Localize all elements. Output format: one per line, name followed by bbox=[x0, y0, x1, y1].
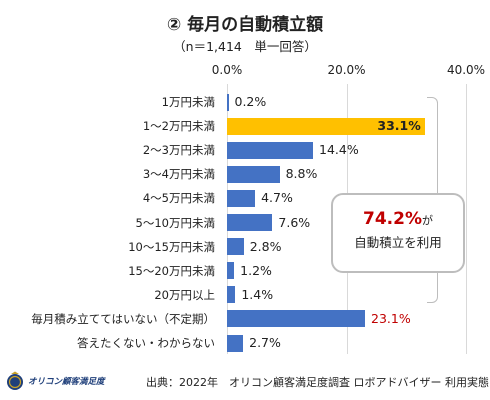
source-note: 出典：2022年 オリコン顧客満足度調査 ロボアドバイザー 利用実態 bbox=[146, 376, 489, 389]
value-label: 4.7% bbox=[261, 190, 293, 206]
category-label: 3～4万円未満 bbox=[142, 167, 215, 182]
x-tick-label: 0.0% bbox=[211, 63, 243, 77]
bar bbox=[227, 310, 366, 328]
bar bbox=[227, 93, 229, 111]
value-label: 23.1% bbox=[371, 310, 411, 326]
bar bbox=[227, 165, 280, 183]
value-label: 2.8% bbox=[249, 238, 282, 254]
bar bbox=[227, 286, 236, 304]
value-label: 1.4% bbox=[241, 286, 274, 302]
value-label: 14.4% bbox=[319, 142, 359, 158]
category-label: 2～3万円未満 bbox=[142, 143, 215, 158]
chart-title: ② 毎月の自動積立額 bbox=[166, 15, 324, 35]
category-label: 5～10万円未満 bbox=[135, 215, 215, 230]
category-label: 1万円未満 bbox=[161, 95, 215, 109]
category-label: 毎月積み立ててはいない（不定期） bbox=[31, 311, 215, 326]
bar bbox=[227, 117, 425, 135]
bar bbox=[227, 334, 244, 352]
logo-text: オリコン顧客満足度 bbox=[28, 377, 105, 387]
value-label: 2.7% bbox=[249, 335, 281, 350]
callout-headline: 74.2%が bbox=[333, 209, 463, 229]
callout-suffix: が bbox=[422, 214, 433, 227]
auto-invest-callout: 74.2%が 自動積立を利用 bbox=[331, 193, 465, 273]
callout-caption: 自動積立を利用 bbox=[354, 235, 442, 250]
category-label: 1～2万円未満 bbox=[142, 119, 215, 134]
category-label: 15～20万円未満 bbox=[128, 263, 215, 278]
bar bbox=[227, 141, 314, 159]
bar bbox=[227, 189, 256, 207]
value-label: 7.6% bbox=[278, 214, 311, 230]
oricon-medal-icon bbox=[7, 371, 23, 390]
value-label: 33.1% bbox=[377, 118, 421, 134]
bar bbox=[227, 238, 244, 256]
category-label: 4～5万円未満 bbox=[142, 191, 215, 206]
bar bbox=[227, 262, 235, 280]
category-label: 20万円以上 bbox=[154, 287, 215, 302]
gridline bbox=[466, 84, 467, 354]
value-label: 0.2% bbox=[234, 94, 267, 109]
bar bbox=[227, 214, 273, 231]
callout-percent-2: 2% bbox=[393, 209, 422, 229]
category-label: 答えたくない・わからない bbox=[77, 336, 215, 350]
chart-subtitle: （n＝1,414 単一回答） bbox=[173, 39, 317, 54]
category-label: 10～15万円未満 bbox=[128, 239, 215, 254]
value-label: 8.8% bbox=[285, 166, 318, 182]
value-label: 1.2% bbox=[240, 262, 272, 278]
oricon-logo: オリコン顧客満足度 bbox=[6, 371, 105, 391]
callout-percent: 74. bbox=[363, 209, 394, 229]
x-tick-label: 40.0% bbox=[446, 63, 486, 77]
x-tick-label: 20.0% bbox=[327, 63, 366, 77]
